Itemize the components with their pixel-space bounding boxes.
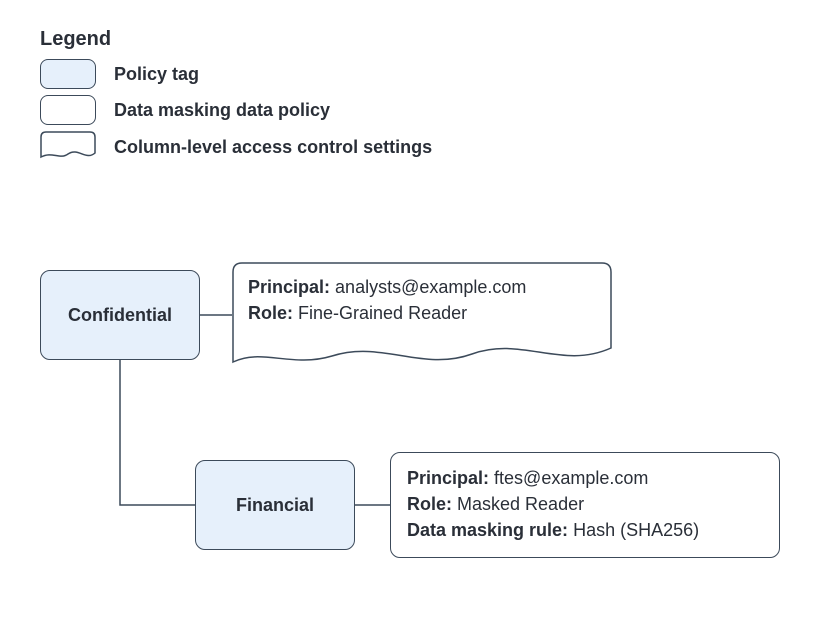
legend-row-policy-tag: Policy tag — [40, 59, 432, 89]
legend-row-data-policy: Data masking data policy — [40, 95, 432, 125]
legend-label: Column-level access control settings — [114, 137, 432, 158]
role-value: Masked Reader — [457, 494, 584, 514]
column-settings-swatch-icon — [40, 131, 96, 163]
rule-value: Hash (SHA256) — [573, 520, 699, 540]
role-label: Role: — [248, 303, 293, 323]
edge — [120, 360, 195, 505]
node-column-settings: Principal: analysts@example.com Role: Fi… — [232, 262, 612, 368]
node-label: Confidential — [68, 305, 172, 326]
node-confidential: Confidential — [40, 270, 200, 360]
column-settings-content: Principal: analysts@example.com Role: Fi… — [232, 262, 542, 338]
principal-label: Principal: — [407, 468, 489, 488]
legend-title: Legend — [40, 28, 432, 51]
role-value: Fine-Grained Reader — [298, 303, 467, 323]
principal-value: ftes@example.com — [494, 468, 648, 488]
node-financial: Financial — [195, 460, 355, 550]
legend-label: Data masking data policy — [114, 100, 330, 121]
node-masking-policy: Principal: ftes@example.com Role: Masked… — [390, 452, 780, 558]
legend-label: Policy tag — [114, 64, 199, 85]
legend: Legend Policy tag Data masking data poli… — [40, 28, 432, 169]
principal-value: analysts@example.com — [335, 277, 526, 297]
legend-row-column-settings: Column-level access control settings — [40, 131, 432, 163]
principal-label: Principal: — [248, 277, 330, 297]
role-label: Role: — [407, 494, 452, 514]
rule-label: Data masking rule: — [407, 520, 568, 540]
data-policy-swatch-icon — [40, 95, 96, 125]
policy-tag-swatch-icon — [40, 59, 96, 89]
node-label: Financial — [236, 495, 314, 516]
